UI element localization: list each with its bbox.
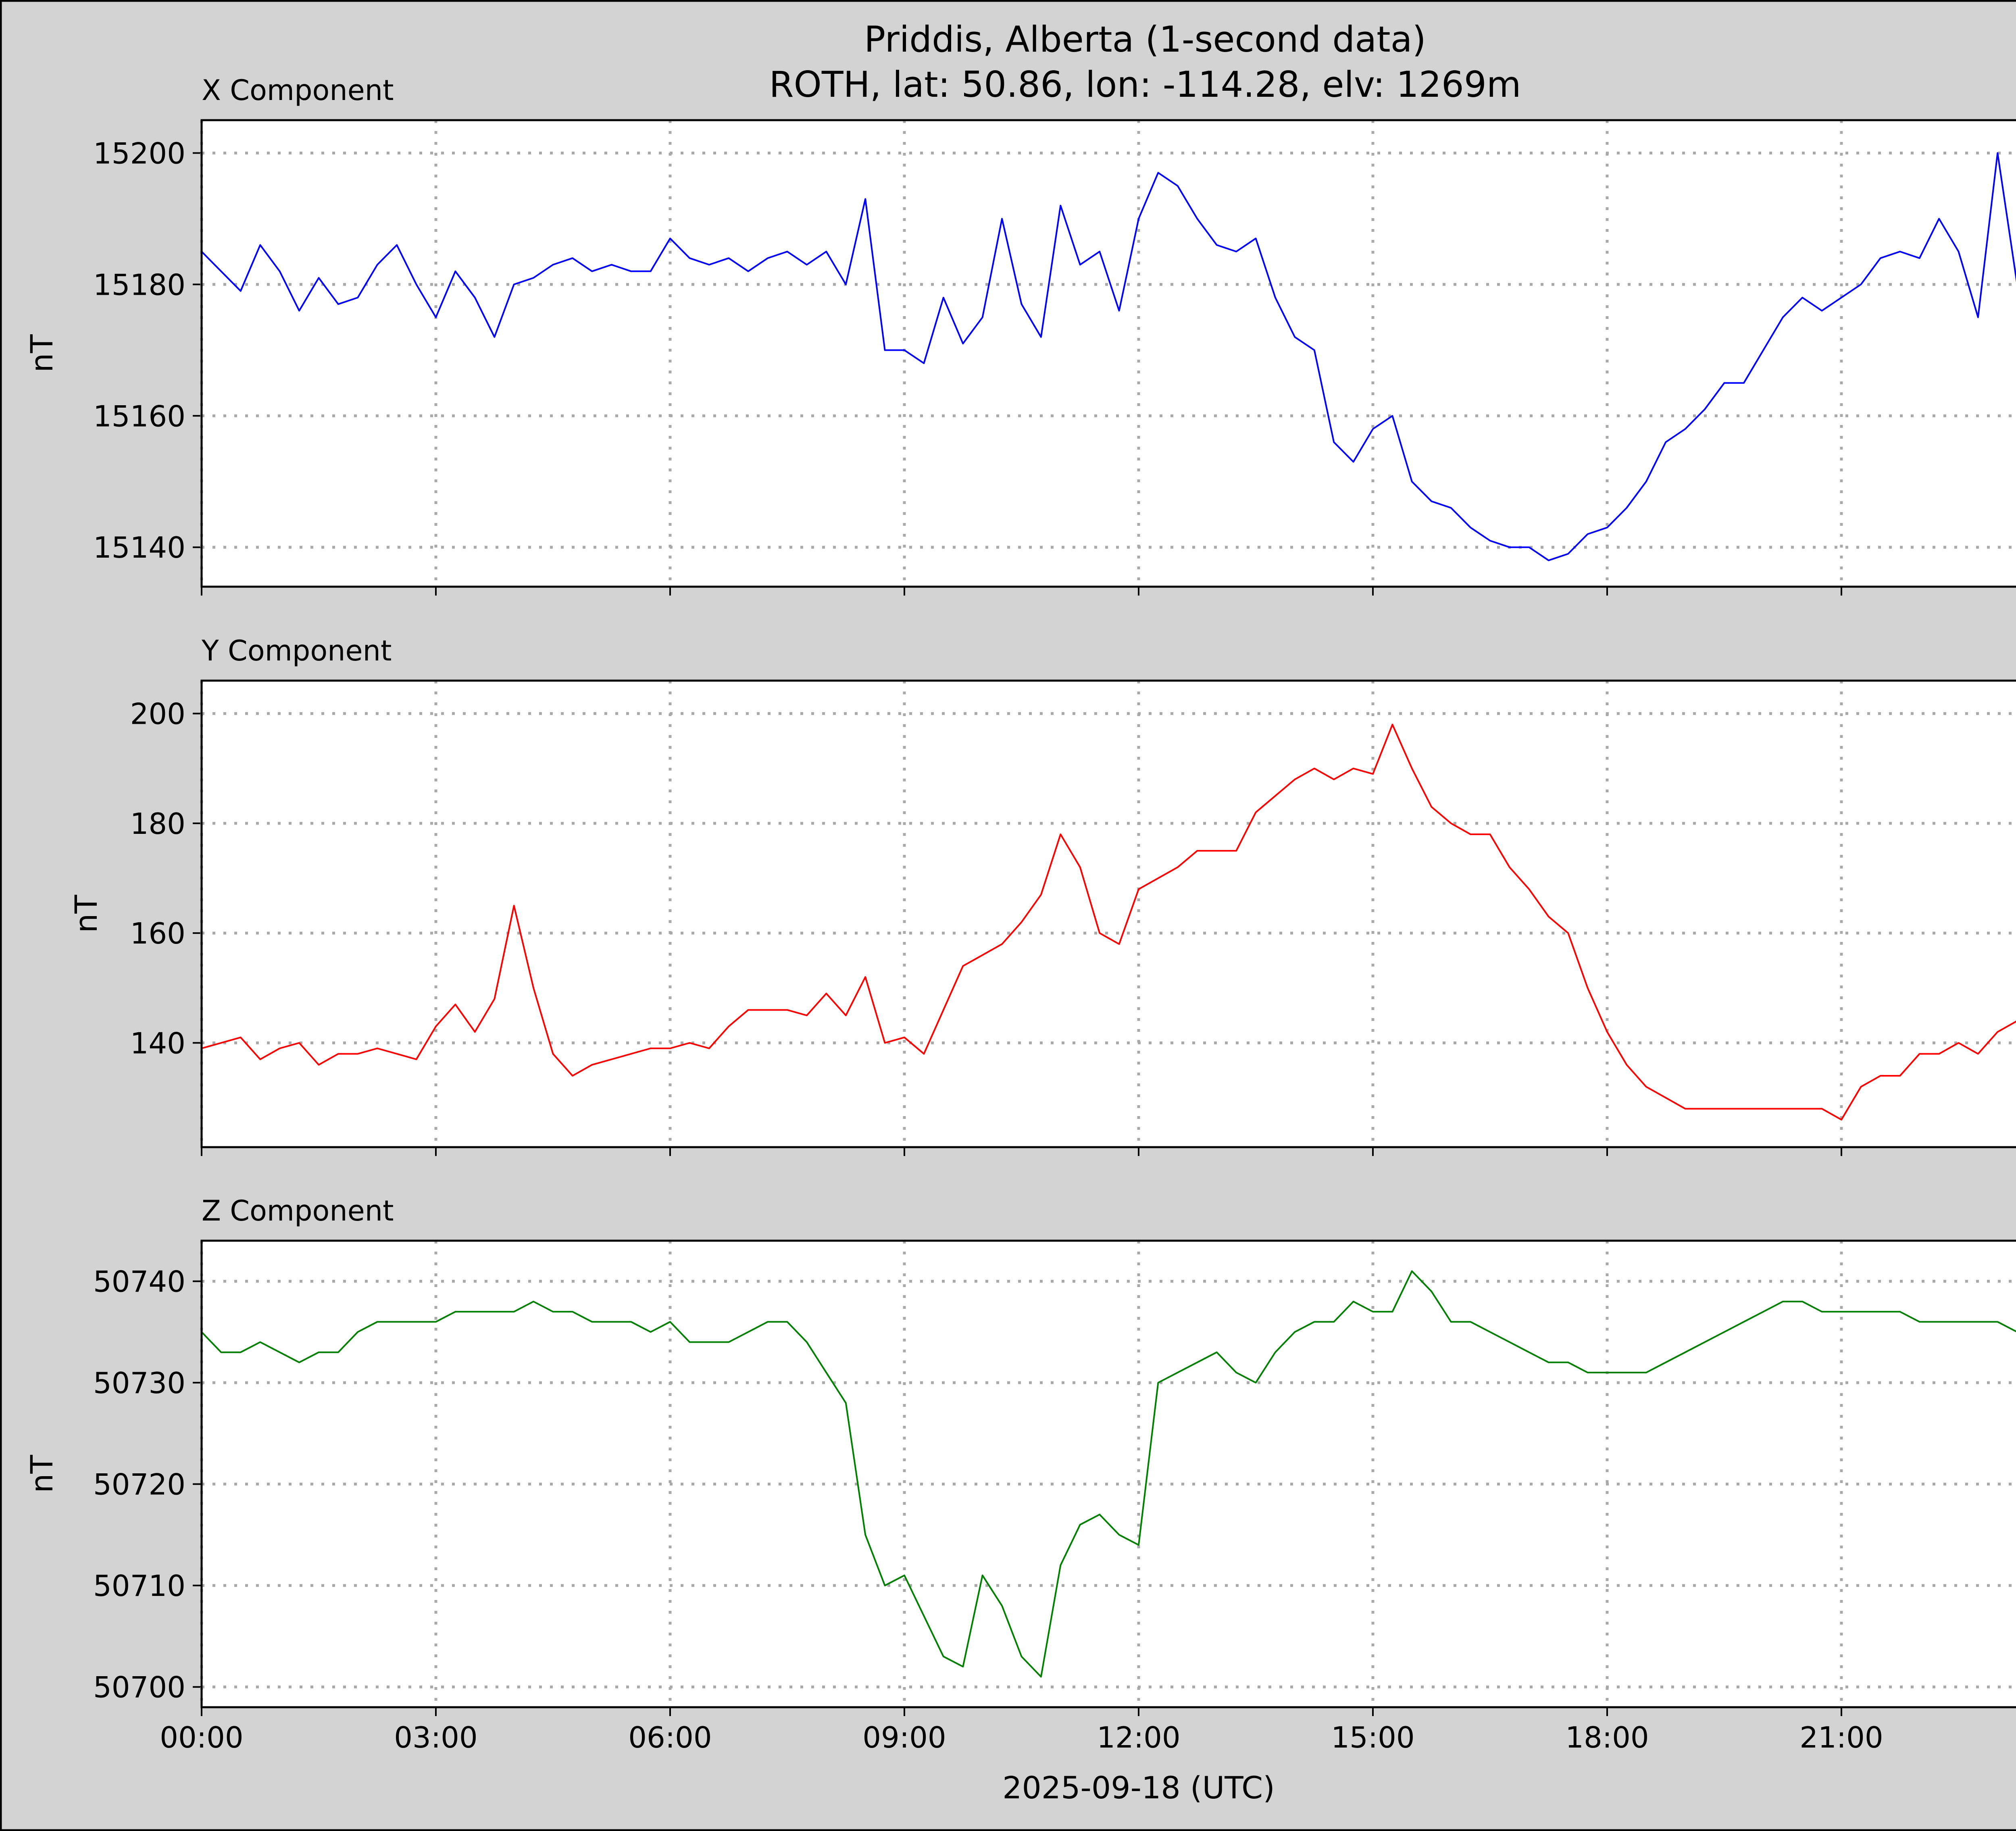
y-tick-label: 180: [130, 807, 185, 841]
series-line: [201, 152, 2016, 561]
plot-frame: [200, 119, 2016, 588]
x-tick-label: 18:00: [1565, 1721, 1649, 1754]
y-tick-label: 15140: [93, 531, 185, 565]
panel-1: X Component 15140 15160 15180 15200 nT: [24, 74, 2016, 596]
x-tick-label: 03:00: [394, 1721, 478, 1754]
x-tick-label: 00:00: [160, 1721, 244, 1754]
x-tick-label: 21:00: [1799, 1721, 1883, 1754]
y-tick-label: 50730: [93, 1366, 185, 1400]
x-tick-label: 15:00: [1331, 1721, 1415, 1754]
y-axis-label: nT: [68, 895, 104, 933]
y-tick-label: 160: [130, 917, 185, 950]
plot-area: [202, 120, 2016, 587]
y-tick-label: 15180: [93, 268, 185, 302]
y-tick-label: 50740: [93, 1265, 185, 1299]
y-tick-label: 50700: [93, 1671, 185, 1704]
plot-frame: [200, 679, 2016, 1148]
y-tick-label: 15200: [93, 136, 185, 170]
panel-title: Z Component: [202, 1194, 394, 1227]
x-tick-label: 12:00: [1097, 1721, 1181, 1754]
figure-title-line-2: ROTH, lat: 50.86, lon: -114.28, elv: 126…: [769, 64, 1521, 105]
plot-area: [202, 681, 2016, 1147]
y-tick-label: 50710: [93, 1569, 185, 1603]
panel-title: Y Component: [201, 634, 392, 667]
series-line: [201, 723, 2016, 1121]
panel-3: Z Component 50700 50710 50720 50730 50740 00:0…: [24, 1194, 2016, 1754]
x-axis-label: 2025-09-18 (UTC): [1002, 1770, 1275, 1806]
panel-2: Y Component 140 160 180 200 nT: [68, 634, 2016, 1156]
y-tick-label: 15160: [93, 399, 185, 433]
y-axis-label: nT: [24, 334, 60, 373]
x-tick-label: 09:00: [862, 1721, 946, 1754]
plot-area: [202, 1241, 2016, 1707]
y-tick-label: 50720: [93, 1468, 185, 1502]
series-line: [201, 1270, 2016, 1678]
x-tick-label: 06:00: [628, 1721, 712, 1754]
figure-title-line-1: Priddis, Alberta (1-second data): [864, 19, 1426, 60]
panel-title: X Component: [202, 74, 394, 107]
y-tick-label: 140: [130, 1026, 185, 1060]
y-axis-label: nT: [24, 1455, 60, 1493]
y-tick-label: 200: [130, 697, 185, 731]
plot-frame: [200, 1239, 2016, 1708]
